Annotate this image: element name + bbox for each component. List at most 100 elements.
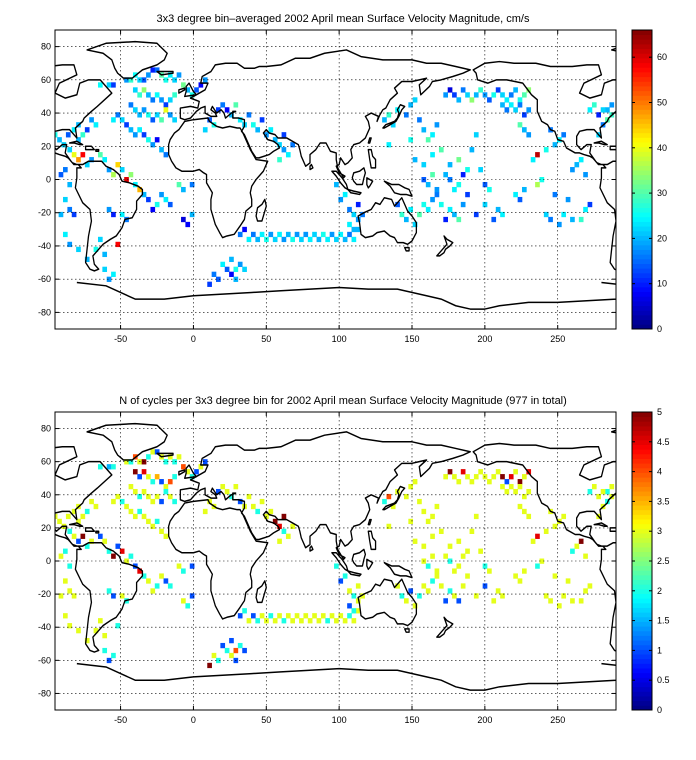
- x-tick-label: -50: [114, 715, 127, 725]
- colorbar-frame: [631, 29, 653, 330]
- colorbar-tick-label: 0.5: [657, 675, 670, 685]
- colorbar-band: [632, 114, 652, 120]
- data-cell: [412, 603, 418, 609]
- data-cell: [163, 459, 169, 465]
- data-cell: [478, 469, 483, 475]
- data-cell: [504, 488, 510, 495]
- data-cell: [600, 488, 606, 495]
- data-cell: [500, 474, 505, 480]
- data-cell: [482, 201, 488, 208]
- data-cell: [522, 493, 527, 500]
- data-cell: [395, 201, 400, 208]
- data-cell: [460, 553, 466, 559]
- data-cell: [460, 469, 466, 475]
- data-cell: [495, 87, 501, 93]
- colorbar-band: [632, 160, 652, 166]
- data-cell: [272, 618, 278, 624]
- data-cell: [84, 637, 90, 644]
- data-cell: [106, 82, 112, 88]
- data-cell: [478, 167, 483, 173]
- colorbar-band: [632, 296, 652, 302]
- data-cell: [605, 488, 610, 495]
- colorbar-band: [632, 146, 652, 152]
- data-cell: [106, 464, 112, 470]
- data-cell: [465, 573, 470, 579]
- data-cell: [386, 112, 392, 118]
- data-cell: [268, 508, 274, 515]
- colorbar-band: [632, 291, 652, 297]
- data-cell: [312, 231, 317, 238]
- data-cell: [277, 142, 282, 148]
- colorbar-band: [632, 58, 652, 64]
- data-cell: [469, 479, 475, 485]
- data-cell: [513, 488, 518, 495]
- colorbar-band: [632, 505, 652, 511]
- data-cell: [106, 657, 112, 664]
- data-cell: [93, 628, 99, 634]
- colorbar-band: [632, 48, 652, 54]
- data-cell: [146, 196, 151, 203]
- data-cell: [294, 231, 300, 238]
- colorbar-band: [632, 123, 652, 129]
- data-cell: [508, 484, 514, 490]
- data-cell: [119, 167, 125, 173]
- colorbar-band: [632, 86, 652, 92]
- data-cell: [277, 538, 282, 544]
- data-cell: [67, 181, 73, 188]
- data-cell: [403, 112, 409, 118]
- colorbar-band: [632, 523, 652, 529]
- colorbar-band: [632, 579, 652, 585]
- data-cell: [124, 503, 129, 510]
- data-cell: [417, 593, 422, 599]
- colorbar-band: [632, 254, 652, 260]
- data-cell: [55, 132, 58, 138]
- colorbar-band: [632, 310, 652, 316]
- data-cell: [535, 533, 540, 539]
- y-tick-label: 40: [41, 490, 51, 500]
- data-cell: [220, 102, 226, 108]
- data-cell: [491, 216, 497, 223]
- colorbar-band: [632, 458, 652, 464]
- data-cell: [159, 191, 164, 198]
- data-cell: [513, 573, 518, 579]
- colorbar-band: [632, 198, 652, 204]
- data-cell: [605, 107, 610, 113]
- colorbar-band: [632, 481, 652, 487]
- data-cell: [495, 206, 501, 213]
- data-cell: [316, 618, 322, 624]
- colorbar-band: [632, 588, 652, 594]
- data-cell: [443, 216, 448, 223]
- colorbar-tick-label: 4.5: [657, 437, 670, 447]
- data-cell: [609, 484, 615, 490]
- data-cell: [360, 211, 365, 218]
- data-cell: [334, 618, 339, 624]
- data-cell: [342, 618, 348, 624]
- data-cell: [65, 132, 71, 138]
- y-tick-label: 60: [41, 75, 51, 85]
- data-cell: [338, 231, 344, 238]
- data-cell: [194, 469, 199, 475]
- data-cell: [351, 618, 357, 624]
- data-cell: [430, 152, 435, 158]
- data-cell: [154, 67, 160, 73]
- data-cell: [565, 196, 571, 203]
- colorbar-band: [632, 193, 652, 199]
- data-cell: [504, 479, 510, 485]
- data-cell: [146, 112, 151, 118]
- data-cell: [159, 97, 164, 103]
- data-cell: [80, 152, 86, 158]
- data-cell: [268, 127, 274, 133]
- data-cell: [102, 266, 108, 272]
- data-cell: [526, 132, 532, 138]
- data-cell: [591, 102, 597, 108]
- data-cell: [167, 112, 173, 118]
- data-cell: [128, 459, 134, 465]
- x-tick-label: 200: [477, 715, 492, 725]
- data-cell: [452, 474, 457, 480]
- colorbar-band: [632, 286, 652, 293]
- data-cell: [600, 107, 606, 113]
- data-cell: [452, 92, 457, 98]
- colorbar-band: [632, 668, 652, 674]
- data-cell: [539, 177, 545, 183]
- data-cell: [299, 236, 304, 243]
